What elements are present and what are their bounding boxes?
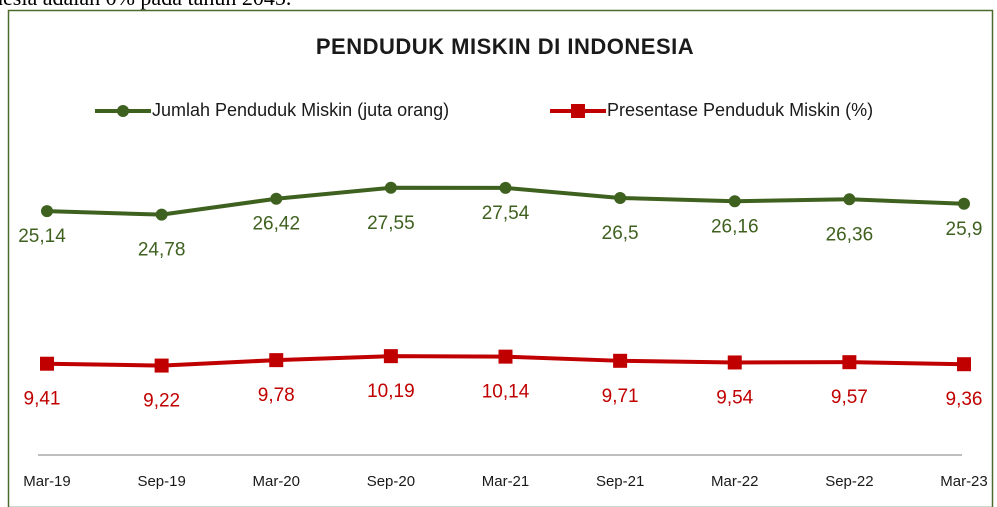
data-label: 27,55 [367, 213, 415, 234]
point-marker [270, 192, 283, 205]
point-marker [842, 355, 857, 370]
data-label: 9,57 [831, 387, 868, 408]
data-label: 24,78 [138, 240, 186, 261]
data-label: 9,71 [602, 386, 639, 407]
legend-label: Presentase Penduduk Miskin (%) [607, 100, 873, 120]
data-label: 10,19 [367, 381, 415, 402]
data-label: 25,14 [18, 226, 66, 247]
legend-marker [571, 104, 585, 118]
point-marker [498, 349, 513, 364]
point-marker [384, 181, 397, 194]
legend-marker [117, 105, 129, 117]
x-tick-label: Mar-19 [23, 473, 71, 490]
x-tick-label: Sep-21 [596, 473, 644, 490]
x-tick-label: Mar-20 [252, 473, 300, 490]
legend-label: Jumlah Penduduk Miskin (juta orang) [152, 100, 449, 120]
data-label: 26,16 [711, 216, 759, 237]
point-marker [155, 208, 168, 221]
x-tick-label: Sep-19 [137, 473, 185, 490]
x-tick-label: Sep-20 [367, 473, 415, 490]
data-label: 26,42 [252, 214, 300, 235]
data-label: 9,54 [716, 387, 753, 408]
data-label: 9,36 [946, 389, 983, 410]
chart-frame [7, 9, 994, 507]
point-marker [499, 181, 512, 194]
point-marker [613, 353, 628, 368]
data-label: 27,54 [482, 203, 530, 224]
chart-title: PENDUDUK MISKIN DI INDONESIA [316, 34, 694, 59]
point-marker [727, 355, 742, 370]
point-marker [843, 193, 856, 206]
data-label: 9,78 [258, 385, 295, 406]
point-marker [383, 349, 398, 364]
data-label: 10,14 [482, 382, 530, 403]
caption: nesia adalah 0% pada tahun 2045. [0, 0, 291, 10]
point-marker [614, 191, 627, 204]
point-marker [958, 197, 970, 210]
data-label: 26,5 [602, 223, 639, 244]
point-marker [269, 353, 284, 368]
data-label: 9,41 [24, 389, 61, 410]
data-label: 26,36 [826, 224, 874, 245]
point-marker [40, 356, 54, 371]
data-label: 9,22 [143, 391, 180, 412]
point-marker [41, 205, 53, 218]
x-tick-label: Sep-22 [825, 473, 873, 490]
point-marker [728, 195, 741, 208]
point-marker [154, 358, 169, 373]
x-tick-label: Mar-23 [940, 473, 988, 490]
data-label: 25,9 [946, 219, 983, 240]
point-marker [957, 357, 971, 372]
x-tick-label: Mar-22 [711, 473, 759, 490]
x-tick-label: Mar-21 [482, 473, 530, 490]
